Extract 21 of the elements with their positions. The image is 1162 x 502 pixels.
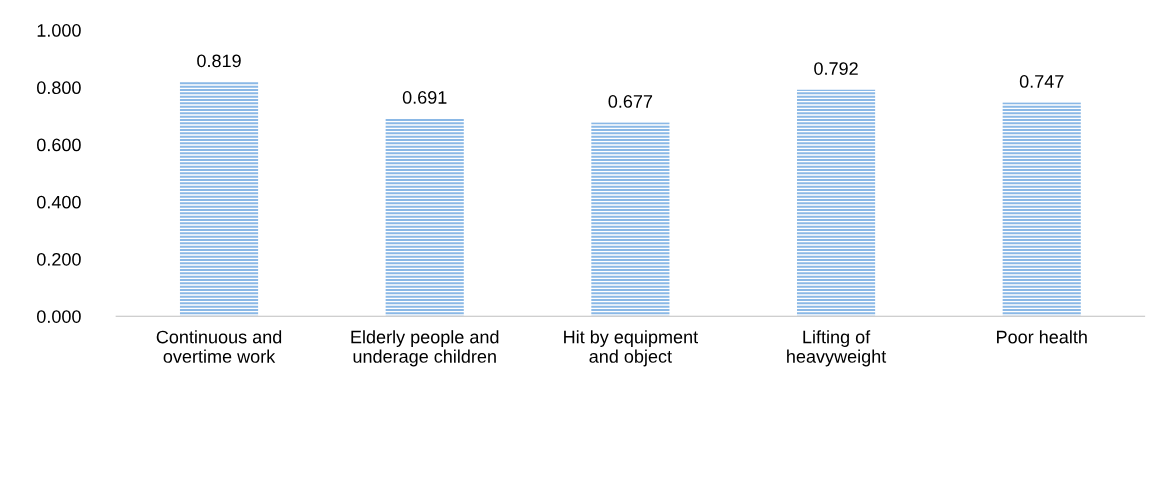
bar: [796, 89, 876, 317]
y-tick-label: 0.000: [37, 310, 81, 323]
data-label: 0.819: [197, 54, 241, 68]
data-label: 0.747: [1019, 75, 1064, 88]
x-tick-label: Poor health: [997, 330, 1087, 344]
data-label: 0.691: [402, 91, 447, 104]
bar: [385, 118, 464, 317]
y-tick-label: 0.600: [37, 138, 81, 152]
y-tick-label: 1.000: [37, 24, 81, 37]
x-tick-label: Continuous and overtime work: [156, 330, 282, 363]
bar: [591, 122, 670, 317]
bar: [1002, 102, 1081, 317]
y-tick-label: 0.200: [37, 252, 81, 266]
y-tick-label: 0.400: [37, 195, 81, 209]
x-tick-label: Elderly people and underage children: [351, 330, 499, 367]
x-tick-label: Lifting of heavyweight: [787, 330, 887, 367]
data-label: 0.677: [608, 95, 653, 108]
data-label: 0.792: [814, 62, 858, 75]
y-tick-label: 0.800: [37, 81, 81, 95]
x-tick-label: Hit by equipment and object: [564, 330, 698, 367]
bar: [179, 81, 259, 317]
